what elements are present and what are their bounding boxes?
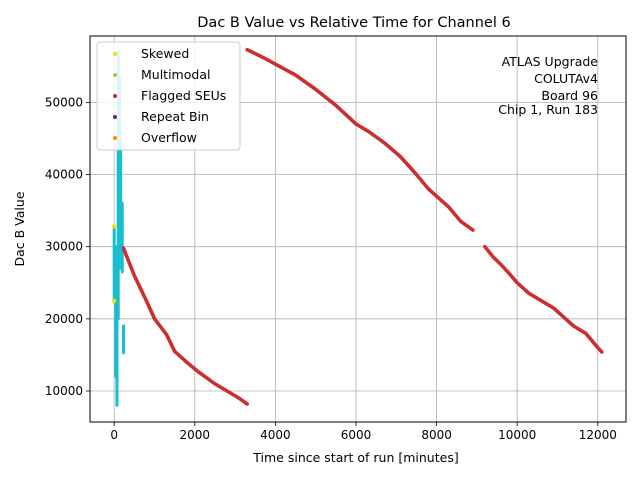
x-tick-label: 0 — [110, 428, 118, 442]
x-tick-label: 2000 — [180, 428, 211, 442]
x-axis-label: Time since start of run [minutes] — [252, 450, 458, 465]
legend-marker-skewed — [113, 52, 117, 56]
annotation-line-4: Chip 1, Run 183 — [498, 102, 598, 117]
y-tick-label: 50000 — [45, 95, 83, 109]
legend-marker-overflow — [113, 136, 117, 140]
series-point-skewed — [111, 224, 117, 229]
legend-label-overflow: Overflow — [141, 130, 197, 145]
x-tick-label: 6000 — [341, 428, 372, 442]
axis-ticks: 0 2000 4000 6000 8000 10000 12000 10000 20000 300… — [45, 95, 617, 442]
legend-label-flagged-seus: Flagged SEUs — [141, 88, 226, 103]
y-axis-label: Dac B Value — [12, 191, 27, 266]
annotation: ATLAS Upgrade COLUTAv4 Board 96 Chip 1, … — [498, 54, 598, 117]
x-tick-label: 12000 — [579, 428, 617, 442]
series-point-skewed — [111, 298, 117, 303]
y-tick-label: 10000 — [45, 384, 83, 398]
annotation-line-3: Board 96 — [541, 88, 598, 103]
legend: Skewed Multimodal Flagged SEUs Repeat Bi… — [96, 41, 241, 151]
x-tick-label: 8000 — [421, 428, 452, 442]
legend-marker-multimodal — [113, 73, 117, 77]
legend-marker-repeat-bin — [113, 115, 117, 119]
legend-box — [96, 41, 241, 151]
annotation-line-2: COLUTAv4 — [534, 71, 598, 86]
y-tick-label: 40000 — [45, 168, 83, 182]
annotation-line-1: ATLAS Upgrade — [502, 54, 599, 69]
legend-marker-flagged-seus — [113, 94, 117, 98]
y-tick-label: 20000 — [45, 312, 83, 326]
x-tick-label: 4000 — [260, 428, 291, 442]
legend-label-repeat-bin: Repeat Bin — [141, 109, 209, 124]
y-tick-label: 30000 — [45, 240, 83, 254]
plot-data — [111, 47, 604, 407]
legend-label-multimodal: Multimodal — [141, 67, 210, 82]
flagged-seu-trace — [483, 244, 604, 354]
flagged-seu-trace — [245, 47, 475, 232]
flagged-seu-trace — [121, 246, 249, 406]
legend-label-skewed: Skewed — [141, 46, 189, 61]
plot-frame — [89, 35, 627, 423]
x-tick-label: 10000 — [498, 428, 536, 442]
chart-title: Dac B Value vs Relative Time for Channel… — [197, 15, 510, 31]
